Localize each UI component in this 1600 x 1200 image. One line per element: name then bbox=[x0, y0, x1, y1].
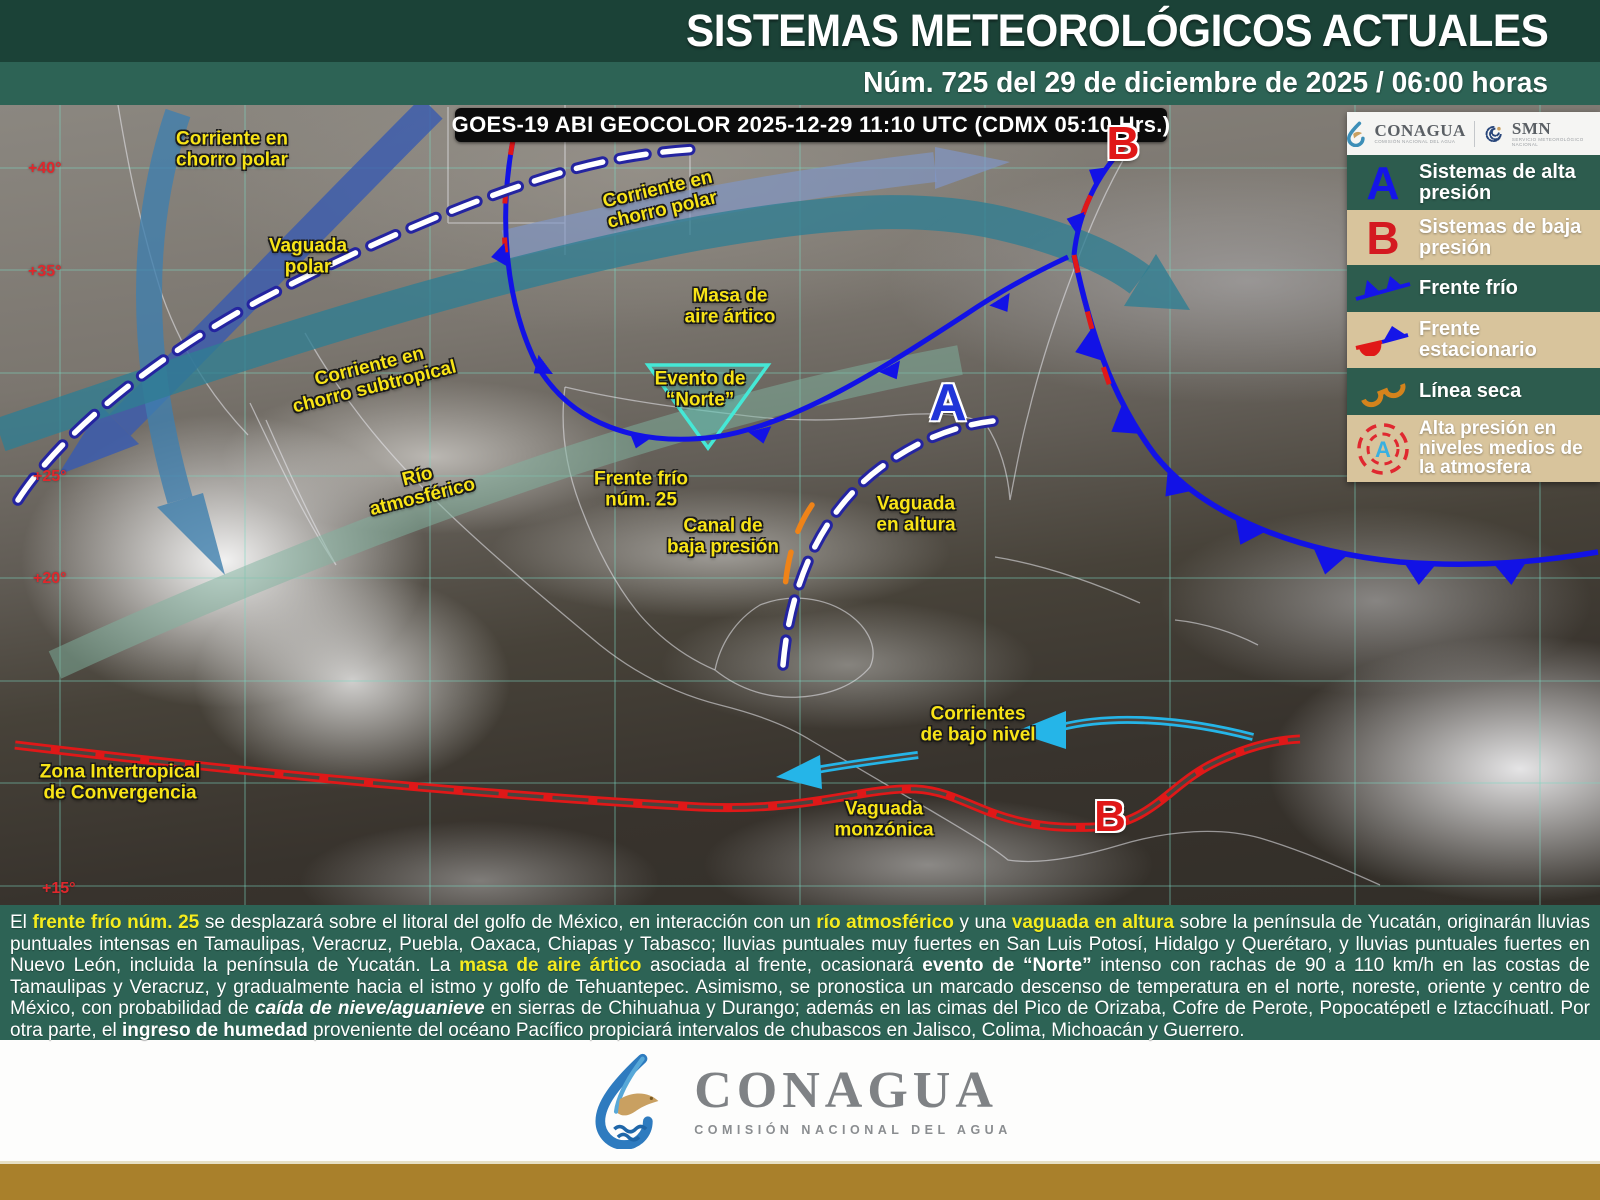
legend-item-cold-front: Frente frío bbox=[1347, 265, 1600, 312]
upper-trough-dashed bbox=[777, 415, 999, 671]
map-label: Zona Intertropical de Convergencia bbox=[39, 761, 201, 804]
satellite-caption-plate: GOES-19 ABI GEOCOLOR 2025-12-29 11:10 UT… bbox=[452, 108, 1170, 142]
latitude-label: +40° bbox=[28, 160, 62, 177]
summary-segment: asociada al frente, ocasionará bbox=[641, 955, 923, 976]
subheader-bar: Núm. 725 del 29 de diciembre de 2025 / 0… bbox=[0, 62, 1600, 105]
cold-front-atlantic bbox=[1071, 254, 1599, 585]
map-label: Vaguada polar bbox=[268, 235, 348, 278]
itcz-monsoon-trough bbox=[14, 734, 1301, 832]
conagua-wordmark: CONAGUA bbox=[1374, 121, 1466, 141]
legend-item-dry-line: Línea seca bbox=[1347, 368, 1600, 415]
conagua-wordmark-block: CONAGUA COMISIÓN NACIONAL DEL AGUA bbox=[1374, 122, 1465, 145]
conagua-wordmark-sub: COMISIÓN NACIONAL DEL AGUA bbox=[1374, 139, 1456, 145]
summary-segment: masa de aire ártico bbox=[459, 955, 642, 976]
smn-wordmark-sub: SERVICIO METEOROLÓGICO NACIONAL bbox=[1511, 137, 1584, 147]
cold-front-25 bbox=[491, 139, 1070, 449]
conagua-drop-icon bbox=[1347, 121, 1365, 147]
summary-segment: frente frío núm. 25 bbox=[32, 912, 200, 933]
pressure-symbol-a: A bbox=[929, 374, 967, 432]
summary-segment: y una bbox=[953, 912, 1012, 933]
high-pressure-a-icon: A bbox=[1366, 156, 1400, 209]
footer-gold-bar bbox=[0, 1161, 1600, 1200]
map-label: Frente frío núm. 25 bbox=[594, 468, 688, 511]
legend-panel: CONAGUA COMISIÓN NACIONAL DEL AGUA SMN S… bbox=[1347, 112, 1600, 482]
smn-wordmark: SMN bbox=[1511, 119, 1552, 138]
map-label: Vaguada monzónica bbox=[834, 798, 934, 841]
legend-label: Sistemas de baja presión bbox=[1419, 215, 1582, 259]
map-label: Corriente en chorro polar bbox=[176, 128, 288, 171]
weather-systems-overlay bbox=[0, 105, 1600, 905]
legend-label: Alta presión en niveles medios de la atm… bbox=[1419, 417, 1583, 479]
summary-segment: evento de “Norte” bbox=[922, 955, 1092, 976]
bulletin-number: Núm. 725 del 29 de diciembre de 2025 / 0… bbox=[863, 67, 1548, 99]
footer-brand-subtitle: COMISIÓN NACIONAL DEL AGUA bbox=[694, 1122, 1012, 1137]
dry-line-icon bbox=[1347, 375, 1419, 409]
smn-swirl-icon bbox=[1485, 125, 1502, 142]
legend-logo-strip: CONAGUA COMISIÓN NACIONAL DEL AGUA SMN S… bbox=[1347, 112, 1600, 155]
summary-segment: vaguada en altura bbox=[1011, 912, 1175, 933]
forecast-summary-text: El frente frío núm. 25 se desplazará sob… bbox=[10, 912, 1590, 1041]
map-label: Corrientes de bajo nivel bbox=[920, 703, 1036, 746]
low-pressure-b-icon: B bbox=[1366, 211, 1400, 264]
header-bar: SISTEMAS METEOROLÓGICOS ACTUALES bbox=[0, 0, 1600, 62]
summary-segment: caída de nieve/aguanieve bbox=[255, 998, 485, 1019]
smn-wordmark-block: SMN SERVICIO METEOROLÓGICO NACIONAL bbox=[1512, 120, 1600, 147]
latitude-label: +15° bbox=[42, 880, 76, 897]
map-label: Canal de baja presión bbox=[667, 515, 779, 558]
legend-label: Sistemas de alta presión bbox=[1419, 160, 1576, 204]
low-level-current-arrows bbox=[776, 711, 1255, 789]
legend-label: Línea seca bbox=[1419, 380, 1522, 403]
svg-text:A: A bbox=[1375, 437, 1391, 462]
forecast-summary-panel: El frente frío núm. 25 se desplazará sob… bbox=[0, 905, 1600, 1041]
footer-brand-name: CONAGUA bbox=[694, 1061, 998, 1119]
stationary-front-northeast bbox=[1066, 143, 1128, 256]
footer-brand-band: CONAGUA COMISIÓN NACIONAL DEL AGUA bbox=[0, 1040, 1600, 1161]
polar-trough-dashed bbox=[12, 143, 706, 506]
summary-segment: sobre la península de Yucatán, originará… bbox=[10, 912, 1590, 976]
summary-segment: se desplazará sobre el litoral del golfo… bbox=[199, 912, 817, 933]
map-label: Evento de “Norte” bbox=[654, 368, 746, 411]
polar-jet-ribbon-east bbox=[501, 147, 1010, 260]
summary-segment: intenso con rachas de 90 a 110 km/h en l… bbox=[10, 955, 1590, 1019]
conagua-logo bbox=[595, 1053, 659, 1149]
legend-item-mid-level-high: A Alta presión en niveles medios de la a… bbox=[1347, 415, 1600, 482]
summary-segment: ingreso de humedad bbox=[121, 1019, 308, 1041]
page-title: SISTEMAS METEOROLÓGICOS ACTUALES bbox=[685, 5, 1549, 56]
pressure-symbol-b: B bbox=[1106, 117, 1140, 169]
legend-label: Frente frío bbox=[1419, 277, 1518, 300]
latitude-label: +20° bbox=[33, 570, 67, 587]
map-label: Vaguada en altura bbox=[876, 493, 956, 536]
legend-item-high-pressure: A Sistemas de alta presión bbox=[1347, 155, 1600, 210]
legend-item-stationary-front: Frente estacionario bbox=[1347, 312, 1600, 368]
footer-brand-text: CONAGUA COMISIÓN NACIONAL DEL AGUA bbox=[694, 1061, 1012, 1137]
polar-jet-ribbon-south bbox=[136, 108, 225, 575]
summary-segment: proveniente del océano Pacífico propicia… bbox=[307, 1019, 1245, 1041]
map-label: Masa de aire ártico bbox=[684, 285, 776, 328]
satellite-caption: GOES-19 ABI GEOCOLOR 2025-12-29 11:10 UT… bbox=[451, 112, 1171, 137]
cold-front-icon bbox=[1347, 275, 1419, 303]
subtropical-jet-ribbon bbox=[0, 195, 1190, 452]
summary-segment: en sierras de Chihuahua y Durango; ademá… bbox=[10, 998, 1590, 1041]
summary-segment: El bbox=[10, 912, 33, 933]
pressure-symbol-b: B bbox=[1094, 792, 1126, 841]
low-pressure-channel-dashed bbox=[781, 502, 815, 605]
logo-divider bbox=[1473, 120, 1475, 147]
satellite-weather-map: GOES-19 ABI GEOCOLOR 2025-12-29 11:10 UT… bbox=[0, 105, 1600, 905]
legend-item-low-pressure: B Sistemas de baja presión bbox=[1347, 210, 1600, 265]
latitude-label: +25° bbox=[33, 468, 67, 485]
summary-segment: río atmosférico bbox=[816, 912, 954, 933]
latitude-label: +35° bbox=[28, 263, 62, 280]
stationary-front-icon bbox=[1347, 324, 1419, 356]
mid-level-high-icon: A bbox=[1347, 422, 1419, 476]
legend-label: Frente estacionario bbox=[1419, 318, 1537, 361]
